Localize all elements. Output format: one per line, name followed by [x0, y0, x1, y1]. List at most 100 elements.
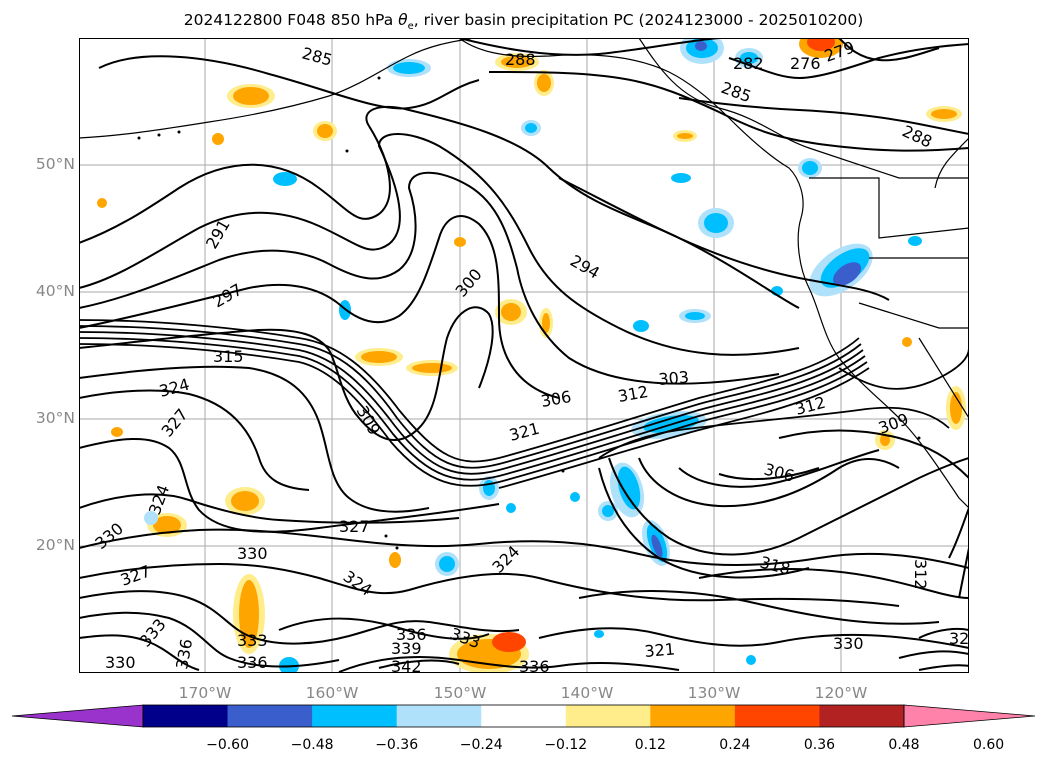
colorbar-segment: [227, 705, 313, 727]
contour-label: 294: [567, 251, 603, 283]
positive-anomaly: [97, 198, 107, 208]
lat-label-30n: 30°N: [35, 409, 75, 427]
positive-anomaly: [537, 74, 551, 92]
negative-anomaly: [393, 62, 425, 74]
contour-label: 309: [876, 409, 911, 437]
positive-anomaly: [501, 303, 521, 321]
positive-anomaly: [317, 124, 333, 138]
contour-label: 336: [237, 653, 268, 672]
map-title: 2024122800 F048 850 hPa θe, river basin …: [0, 11, 1047, 32]
positive-anomaly: [361, 351, 397, 363]
colorbar-tick-label: −0.48: [290, 737, 334, 753]
contour-label: 330: [833, 634, 864, 653]
colorbar: [11, 704, 1036, 728]
islands: [137, 76, 921, 550]
negative-anomaly: [671, 173, 691, 183]
contour-label: 342: [391, 657, 422, 673]
contour-label: 324: [157, 375, 191, 401]
negative-anomaly: [832, 262, 862, 286]
contour-label: 285: [300, 44, 334, 70]
contour-label: 309: [353, 403, 385, 439]
title-theta-subscript: e: [407, 21, 414, 33]
negative-anomaly: [651, 534, 663, 558]
contour-label: 336: [519, 657, 550, 673]
negative-anomaly: [144, 511, 158, 525]
colorbar-segment: [650, 705, 736, 727]
contour-label: 330: [91, 519, 127, 553]
lon-label-160w: 160°W: [305, 684, 359, 702]
contour-label: 315: [213, 347, 244, 366]
positive-anomaly: [111, 427, 123, 437]
positive-anomaly: [454, 237, 466, 247]
title-run: 2024122800 F048 850 hPa: [183, 11, 399, 29]
negative-anomaly: [617, 466, 641, 510]
contour-label: 306: [762, 460, 796, 486]
contour-label: 306: [539, 387, 572, 411]
negative-anomaly: [602, 505, 614, 517]
title-rest: , river basin precipitation PC (20241230…: [413, 11, 864, 29]
lon-label-120w: 120°W: [814, 684, 868, 702]
negative-anomaly: [506, 503, 516, 513]
colorbar-tick-label: −0.24: [459, 737, 503, 753]
theta-e-contours-north: [458, 38, 969, 301]
lat-label-40n: 40°N: [35, 282, 75, 300]
lat-label-50n: 50°N: [35, 155, 75, 173]
positive-anomaly: [542, 313, 550, 333]
negative-anomaly: [685, 312, 705, 320]
colorbar-segment: [819, 705, 905, 727]
contour-label: 321: [644, 639, 676, 661]
contour-label: 324: [340, 567, 376, 600]
title-theta: θ: [398, 11, 408, 29]
positive-anomaly: [233, 87, 269, 105]
contour-label: 282: [733, 54, 764, 73]
contour-label: 312: [616, 382, 649, 406]
negative-anomaly: [594, 630, 604, 638]
positive-anomaly: [389, 552, 401, 568]
negative-anomaly: [570, 492, 580, 502]
colorbar-over-arrow: [903, 704, 1036, 728]
colorbar-under-arrow: [11, 704, 144, 728]
negative-anomaly: [908, 236, 922, 246]
negative-anomaly: [483, 480, 495, 496]
positive-anomaly: [492, 632, 526, 652]
positive-anomaly: [412, 363, 452, 373]
colorbar-tick-label: 0.60: [972, 737, 1005, 753]
colorbar-tick-label: 0.48: [888, 737, 920, 753]
contour-label: 333: [237, 631, 268, 650]
colorbar-border: [142, 704, 905, 728]
positive-anomaly: [677, 133, 693, 139]
negative-anomaly: [740, 52, 758, 64]
map-panel: 285 288 282 276 279 285 288 291 294 297 …: [79, 38, 969, 673]
colorbar-segment: [396, 705, 482, 727]
contour-label: 300: [452, 265, 486, 301]
lon-label-130w: 130°W: [687, 684, 741, 702]
positive-anomaly: [807, 38, 835, 51]
positive-anomaly: [501, 56, 533, 68]
colorbar-segment: [143, 705, 229, 727]
colorbar-tick-label: 0.36: [803, 737, 836, 753]
positive-anomaly: [950, 392, 962, 424]
contour-label: 336: [172, 637, 196, 670]
negative-anomaly: [695, 41, 707, 51]
contour-label: 32: [949, 629, 969, 648]
contour-label: 312: [911, 559, 930, 590]
map-border: [79, 38, 969, 673]
contour-label: 339: [391, 639, 422, 658]
negative-anomaly: [273, 172, 297, 186]
contour-label: 330: [105, 653, 136, 672]
contour-label: 327: [339, 517, 370, 536]
positive-anomaly: [153, 516, 181, 534]
positive-anomaly: [239, 580, 259, 648]
negative-anomaly: [746, 655, 756, 665]
colorbar-segment: [312, 705, 398, 727]
positive-anomaly: [902, 337, 912, 347]
colorbar-tick-label: −0.36: [375, 737, 419, 753]
contour-label: 327: [158, 405, 192, 441]
contour-label: 291: [202, 216, 234, 252]
positive-anomaly: [212, 133, 224, 145]
lon-label-150w: 150°W: [433, 684, 487, 702]
negative-anomaly: [704, 213, 728, 233]
contour-label: 321: [507, 419, 541, 445]
positive-anomaly: [880, 434, 890, 446]
colorbar-tick-label: 0.12: [634, 737, 666, 753]
